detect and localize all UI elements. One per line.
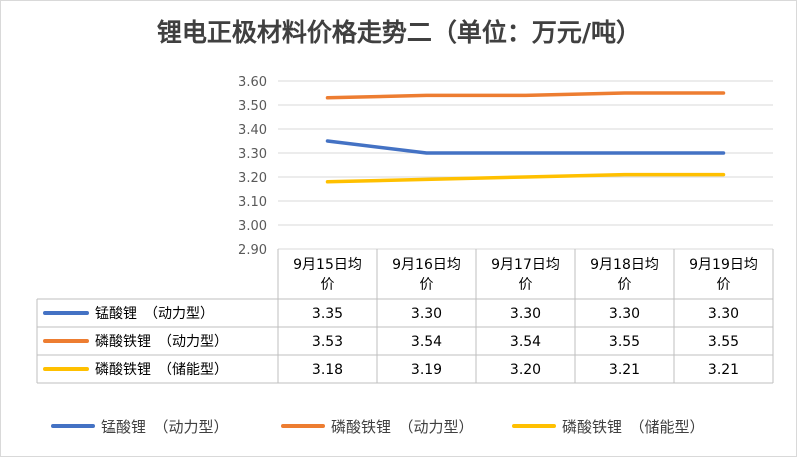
- data-value-cell: 3.19: [411, 362, 442, 378]
- data-value-cell: 3.35: [312, 306, 343, 322]
- legend-label: 磷酸铁锂 （储能型）: [562, 418, 705, 436]
- data-value-cell: 3.54: [411, 334, 442, 350]
- x-category-label: 价: [321, 277, 335, 293]
- legend-label: 磷酸铁锂 （动力型）: [331, 418, 474, 436]
- y-tick-label: 3.40: [238, 123, 267, 138]
- data-value-cell: 3.30: [411, 306, 442, 322]
- series-name-cell: 磷酸铁锂 （动力型）: [95, 334, 228, 350]
- data-value-cell: 3.18: [312, 362, 343, 378]
- y-tick-label: 3.50: [238, 99, 267, 114]
- y-tick-label: 3.30: [238, 147, 267, 162]
- y-axis-tick-labels: 2.90 3.00 3.10 3.20 3.30 3.40 3.50 3.60: [238, 75, 267, 258]
- y-tick-label: 3.60: [238, 75, 267, 90]
- data-value-cell: 3.55: [609, 334, 640, 350]
- series-name-cell: 磷酸铁锂 （储能型）: [95, 362, 228, 378]
- series-line: [325, 139, 726, 155]
- x-category-label: 价: [519, 277, 533, 293]
- data-value-cell: 3.21: [708, 362, 739, 378]
- gridlines: [278, 80, 773, 250]
- y-tick-label: 3.20: [238, 171, 267, 186]
- x-category-label: 价: [420, 277, 434, 293]
- y-tick-label: 3.10: [238, 195, 267, 210]
- series-line: [325, 172, 726, 184]
- data-value-cell: 3.20: [510, 362, 541, 378]
- data-value-cell: 3.30: [708, 306, 739, 322]
- chart-title: 锂电正极材料价格走势二（单位：万元/吨）: [157, 18, 641, 47]
- x-category-label: 价: [717, 277, 731, 293]
- x-category-label: 9月17日均: [491, 257, 560, 273]
- data-value-cell: 3.21: [609, 362, 640, 378]
- data-value-cell: 3.30: [510, 306, 541, 322]
- x-category-label: 价: [618, 277, 632, 293]
- series-lines: [325, 91, 726, 184]
- x-category-label: 9月16日均: [392, 257, 461, 273]
- y-tick-label: 3.00: [238, 219, 267, 234]
- legend-label: 锰酸锂 （动力型）: [101, 418, 229, 436]
- data-value-cell: 3.53: [312, 334, 343, 350]
- series-name-cell: 锰酸锂 （动力型）: [95, 306, 214, 322]
- x-category-label: 9月18日均: [590, 257, 659, 273]
- x-category-label: 9月15日均: [293, 257, 362, 273]
- data-value-cell: 3.54: [510, 334, 541, 350]
- y-tick-label: 2.90: [238, 243, 267, 258]
- data-value-cell: 3.30: [609, 306, 640, 322]
- x-category-label: 9月19日均: [689, 257, 758, 273]
- legend: 锰酸锂 （动力型） 磷酸铁锂 （动力型） 磷酸铁锂 （储能型）: [51, 418, 705, 436]
- data-value-cell: 3.55: [708, 334, 739, 350]
- series-line: [325, 91, 726, 100]
